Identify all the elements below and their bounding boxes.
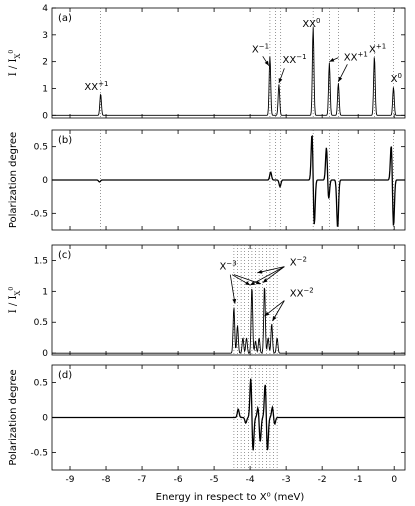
peak-annotation: XX+1 [344,50,368,63]
x-tick-label: -9 [66,475,75,485]
series-line [52,378,405,451]
arrow-head [262,278,268,283]
x-tick-label: -2 [318,475,327,485]
y-tick-label: 0 [42,176,48,186]
panel-label: (a) [58,13,72,24]
x-tick-label: -8 [102,475,111,485]
y-tick-label: 2 [42,58,48,68]
arrow-head [232,298,237,304]
y-axis-label: I / IX0 [8,50,23,77]
y-tick-label: 4 [42,4,48,14]
arrow-head [255,280,261,285]
peak-annotation: X+1 [369,42,386,55]
peak-annotation: X−1 [252,42,269,55]
panel-label: (c) [58,250,71,261]
annotation-arrow [233,274,262,285]
panel-1: -0.5 0 0.5 Polarization degree (b) [8,129,406,231]
arrow-head [338,76,343,82]
series-line [52,287,405,354]
y-tick-label: 0 [42,349,48,359]
annotation-arrow [229,274,236,304]
plot-frame [51,7,406,119]
peak-annotation: XX+1 [84,80,108,93]
arrow-head [250,281,256,286]
y-tick-label: 3 [42,31,48,41]
x-tick-label: -7 [138,475,147,485]
panel-label: (d) [58,370,72,381]
arrow-head [245,281,251,286]
arrow-head [329,58,335,62]
arrow-head [278,78,283,84]
x-axis-label: Energy in respect to X⁰ (meV) [156,492,305,503]
series-line [52,134,405,227]
arrow-head [272,316,277,322]
x-tick-label: 0 [391,475,397,485]
y-tick-label: 0 [42,414,48,424]
y-tick-label: 1 [42,287,48,297]
panel-label: (b) [58,135,72,146]
peak-annotation: XX−2 [290,286,314,299]
arrow-head [264,311,270,317]
annotation-arrow [257,266,285,274]
x-tick-label: -4 [246,475,255,485]
peak-annotation: XX0 [302,17,320,30]
arrow-head [264,60,269,66]
y-tick-label: 0.5 [34,379,48,389]
x-tick-label: -5 [210,475,219,485]
arrow-head [257,269,263,274]
peak-annotation: X−3 [219,260,236,273]
series-line [52,27,405,116]
plot-frame [51,244,406,356]
panel-2: 0 0.5 1 1.5 I / IX0 (c) X−3 X−2 XX−2 [8,244,406,359]
peak-annotation: X0 [391,72,402,85]
y-tick-label: 0.5 [34,143,48,153]
x-tick-label: -1 [354,475,363,485]
y-tick-label: 0.5 [34,318,48,328]
y-tick-label: 0 [42,111,48,121]
annotation-arrow [249,266,285,286]
y-axis-label: Polarization degree [8,132,19,228]
x-tick-label: -6 [174,475,183,485]
y-tick-label: 1 [42,84,48,94]
y-axis-label: Polarization degree [8,369,19,465]
y-tick-label: 1.5 [34,256,48,266]
peak-annotation: XX−1 [283,53,307,66]
y-tick-label: -0.5 [30,209,48,219]
y-tick-label: -0.5 [30,449,48,459]
x-tick-label: -3 [282,475,291,485]
peak-annotation: X−2 [290,255,307,268]
y-axis-label: I / IX0 [8,287,23,314]
panel-3: -9 -8 -7 -6 -5 -4 -3 -2 -1 0 -0.5 0 0.5 Polarization … [8,364,406,485]
